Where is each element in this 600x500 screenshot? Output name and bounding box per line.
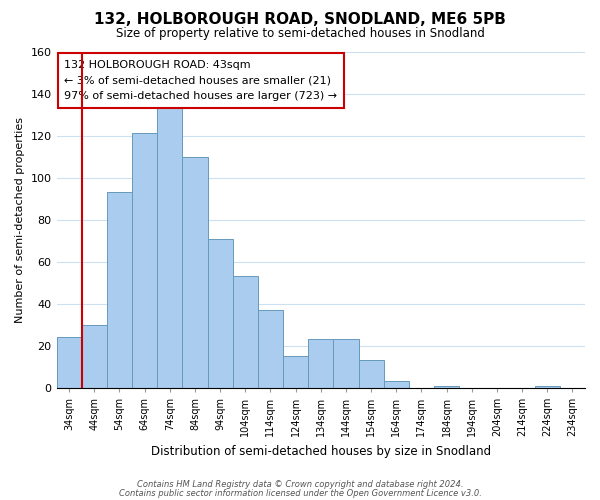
Bar <box>434 386 459 388</box>
Text: Contains HM Land Registry data © Crown copyright and database right 2024.: Contains HM Land Registry data © Crown c… <box>137 480 463 489</box>
Text: Contains public sector information licensed under the Open Government Licence v3: Contains public sector information licen… <box>119 488 481 498</box>
Bar <box>182 156 208 388</box>
Bar <box>535 386 560 388</box>
Bar <box>383 382 409 388</box>
Bar <box>334 340 359 388</box>
Y-axis label: Number of semi-detached properties: Number of semi-detached properties <box>15 116 25 322</box>
Bar <box>258 310 283 388</box>
Bar <box>56 338 82 388</box>
Bar <box>359 360 383 388</box>
Bar <box>283 356 308 388</box>
X-axis label: Distribution of semi-detached houses by size in Snodland: Distribution of semi-detached houses by … <box>151 444 491 458</box>
Text: 132 HOLBOROUGH ROAD: 43sqm
← 3% of semi-detached houses are smaller (21)
97% of : 132 HOLBOROUGH ROAD: 43sqm ← 3% of semi-… <box>64 60 338 101</box>
Bar <box>82 324 107 388</box>
Bar <box>208 238 233 388</box>
Text: Size of property relative to semi-detached houses in Snodland: Size of property relative to semi-detach… <box>116 28 484 40</box>
Text: 132, HOLBOROUGH ROAD, SNODLAND, ME6 5PB: 132, HOLBOROUGH ROAD, SNODLAND, ME6 5PB <box>94 12 506 28</box>
Bar <box>132 134 157 388</box>
Bar <box>308 340 334 388</box>
Bar <box>157 108 182 388</box>
Bar <box>233 276 258 388</box>
Bar <box>107 192 132 388</box>
